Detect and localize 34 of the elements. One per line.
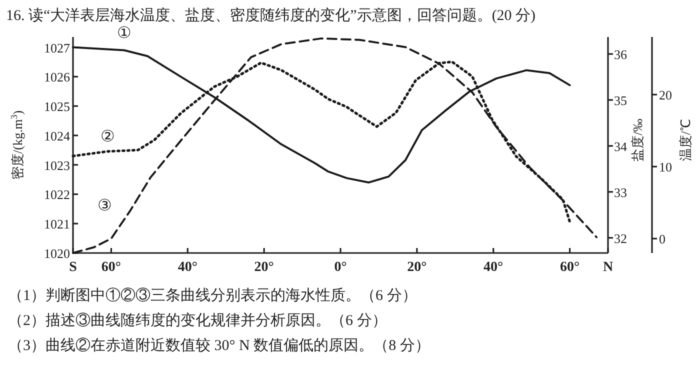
y-tick-label: 1022 [44,187,70,202]
x-tick-label: 60° [101,260,122,275]
y-tick-label: 1021 [44,216,70,232]
x-tick-label: 40° [484,260,504,275]
x-tick-label: N [602,260,614,275]
y2-tick-label: 33 [614,184,627,200]
y2-tick-label: 34 [614,138,628,154]
x-tick-label: S [69,260,78,275]
y3-tick-label: 10 [659,160,672,175]
y-tick-label: 1024 [44,128,70,144]
y2-axis-title: 盐度/‰ [630,118,645,162]
series-label: ② [100,128,114,146]
chart-title: 16. 读“大洋表层海水温度、盐度、密度随纬度的变化”示意图，回答问题。(20 分) [6,7,536,24]
y2-tick-label: 35 [614,92,627,108]
y-tick-label: 1026 [44,70,70,85]
y2-tick-label: 36 [614,47,628,62]
series-label: ① [117,25,132,42]
text: （3）曲线②在赤道附近数值较 30° N 数值偏低的原因。（8 分） [8,337,430,354]
x-tick-label: 20° [407,260,427,275]
series-label: ③ [97,198,112,215]
x-tick-label: 20° [254,260,274,275]
y2-tick-label: 32 [614,230,627,246]
y-tick-label: 1025 [44,99,70,114]
text: （2）描述③曲线随纬度的变化规律并分析原因。（6 分） [8,312,387,329]
x-tick-label: 40° [178,260,198,275]
y3-tick-label: 20 [659,88,672,103]
x-tick-label: 0° [334,260,347,275]
y-tick-label: 1023 [44,158,70,173]
y-tick-label: 1020 [44,246,70,261]
y-tick-label: 1027 [44,40,70,56]
text: （1）判断图中①②③三条曲线分别表示的海水性质。（6 分） [8,287,417,304]
x-tick-label: 60° [560,260,580,275]
y3-axis-title: 温度/℃ [678,119,693,161]
y3-tick-label: 0 [659,232,666,247]
